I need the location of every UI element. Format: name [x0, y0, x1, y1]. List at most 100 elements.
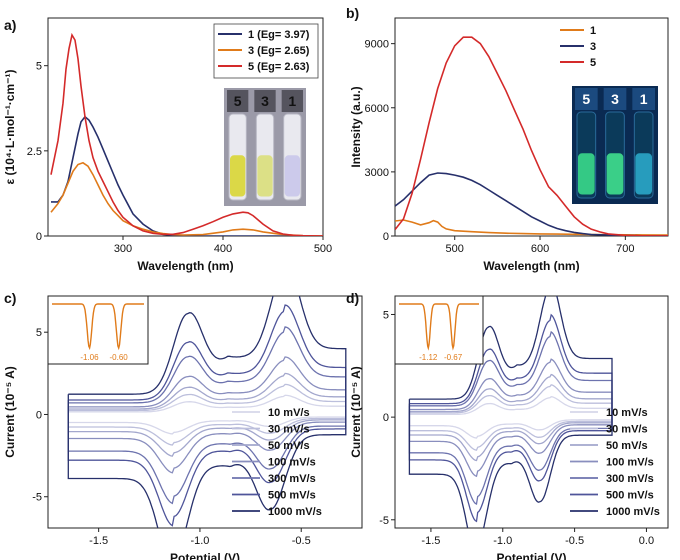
series-line — [50, 32, 323, 236]
legend-label: 500 mV/s — [268, 490, 316, 502]
x-tick-label: 300 — [114, 243, 132, 255]
series-line — [395, 172, 668, 236]
vial-label: 3 — [261, 93, 269, 109]
x-tick-label: 0.0 — [639, 535, 654, 547]
legend-label: 50 mV/s — [268, 440, 310, 452]
x-tick-label: 400 — [214, 243, 232, 255]
x-tick-label: 700 — [616, 243, 634, 255]
legend-label: 500 mV/s — [606, 490, 654, 502]
x-tick-label: 600 — [531, 243, 549, 255]
vial-liquid — [257, 155, 273, 197]
series-line — [395, 219, 668, 236]
vial-label: 1 — [288, 93, 296, 109]
vial-liquid — [635, 153, 652, 195]
vial-cap — [281, 90, 303, 112]
legend-label: 3 — [590, 41, 596, 53]
legend-label: 10 mV/s — [606, 407, 648, 419]
panel-label: d) — [346, 290, 359, 306]
y-tick-label: 3000 — [365, 167, 389, 179]
vial-label: 5 — [234, 93, 242, 109]
y-axis-label: Current (10⁻⁵ A) — [3, 366, 17, 458]
y-tick-label: 9000 — [365, 39, 389, 51]
y-tick-label: 6000 — [365, 103, 389, 115]
y-tick-label: 0 — [383, 412, 389, 424]
y-tick-label: 0 — [36, 231, 42, 243]
vial-cap — [632, 88, 655, 110]
y-tick-label: 5 — [36, 61, 42, 73]
x-axis-label: Potential (V) — [496, 551, 566, 560]
vial-liquid — [606, 153, 624, 195]
x-tick-label: -1.5 — [89, 535, 108, 547]
y-tick-label: 0 — [36, 409, 42, 421]
panel-label: c) — [4, 290, 16, 306]
x-axis-label: Wavelength (nm) — [483, 259, 579, 273]
legend-label: 100 mV/s — [268, 457, 316, 469]
y-tick-label: 5 — [383, 309, 389, 321]
panel-label: a) — [4, 17, 16, 33]
inset-frame — [394, 295, 484, 365]
vial-cap — [227, 90, 249, 112]
series-line — [50, 161, 323, 236]
panel-2: c) -1.5 -1.0 -0.5 5 0 -5 Potential (V) Current (… — [3, 290, 363, 560]
series-line — [408, 358, 613, 478]
x-tick-label: -1.5 — [421, 535, 440, 547]
x-tick-label: 500 — [314, 243, 332, 255]
x-tick-label: -0.5 — [292, 535, 311, 547]
y-tick-label: -5 — [379, 515, 389, 527]
series-line — [408, 373, 613, 462]
vial-liquid — [578, 153, 595, 195]
x-tick-label: -1.0 — [493, 535, 512, 547]
inset-peak-label: -1.12 — [419, 353, 438, 362]
legend-label: 3 (Eg= 2.65) — [248, 45, 310, 57]
series-line — [67, 296, 347, 528]
inset-peak-label: -0.67 — [444, 353, 463, 362]
vial-cap — [603, 88, 627, 110]
vial-liquid — [284, 155, 300, 197]
vial-photo: 5 3 1 — [224, 88, 306, 206]
y-axis-label: ε (10⁴·L·mol⁻¹·cm⁻¹) — [3, 70, 17, 185]
legend-label: 1 (Eg= 3.97) — [248, 29, 310, 41]
vial-cap — [575, 88, 598, 110]
inset-peak-label: -1.06 — [80, 353, 99, 362]
y-tick-label: 5 — [36, 327, 42, 339]
panel-label: b) — [346, 5, 359, 21]
x-tick-label: -0.5 — [565, 535, 584, 547]
legend-label: 5 — [590, 57, 596, 69]
panel-1: b) 500 600 700 0 3000 6000 9000 Wavelength (nm) I… — [346, 5, 669, 273]
plot-frame — [47, 295, 363, 529]
x-tick-label: 500 — [446, 243, 464, 255]
vial-cap — [254, 90, 276, 112]
series-line — [395, 36, 668, 236]
legend-label: 100 mV/s — [606, 457, 654, 469]
legend-label: 1000 mV/s — [268, 506, 322, 518]
legend-label: 10 mV/s — [268, 407, 310, 419]
y-axis-label: Current (10⁻⁵ A) — [349, 366, 363, 458]
plot-frame — [394, 17, 669, 237]
inset-peak-label: -0.60 — [110, 353, 129, 362]
inset-frame — [47, 295, 149, 365]
panel-0: a) 300 400 500 0 2.5 5 Wavelength (nm) ε (10⁴·L·… — [3, 17, 332, 273]
vial-liquid — [230, 155, 246, 197]
y-tick-label: 2.5 — [27, 146, 42, 158]
series-line — [408, 384, 613, 451]
x-axis-label: Potential (V) — [170, 551, 240, 560]
legend-label: 1000 mV/s — [606, 506, 660, 518]
legend-label: 300 mV/s — [268, 473, 316, 485]
legend-label: 1 — [590, 25, 596, 37]
vial-label: 1 — [640, 91, 648, 107]
plot-frame — [394, 295, 669, 529]
legend-label: 30 mV/s — [606, 424, 648, 436]
y-tick-label: -5 — [32, 492, 42, 504]
legend-label: 30 mV/s — [268, 424, 310, 436]
vial-label: 3 — [611, 91, 619, 107]
legend-label: 50 mV/s — [606, 440, 648, 452]
inset-dpv-line — [399, 303, 479, 351]
legend-label: 300 mV/s — [606, 473, 654, 485]
panel-3: d) -1.5 -1.0 -0.5 0.0 5 0 -5 Potential (V) Curren… — [346, 290, 669, 560]
y-tick-label: 0 — [383, 231, 389, 243]
series-line — [51, 115, 323, 236]
vial-photo: 5 3 1 — [572, 86, 658, 204]
x-axis-label: Wavelength (nm) — [137, 259, 233, 273]
legend-label: 5 (Eg= 2.63) — [248, 61, 310, 73]
